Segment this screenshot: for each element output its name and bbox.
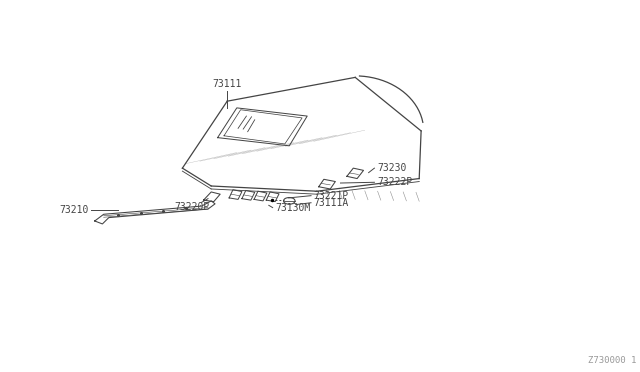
Text: 73230: 73230	[378, 163, 407, 173]
Text: 73111A: 73111A	[314, 198, 349, 208]
Text: 73220P: 73220P	[174, 202, 210, 212]
Text: 73222P: 73222P	[378, 177, 413, 187]
Text: 73130M: 73130M	[275, 203, 310, 212]
Text: 73221P: 73221P	[314, 191, 349, 201]
Text: 73210: 73210	[59, 205, 88, 215]
Text: 73111: 73111	[212, 78, 242, 89]
Text: Z730000 1: Z730000 1	[588, 356, 637, 365]
